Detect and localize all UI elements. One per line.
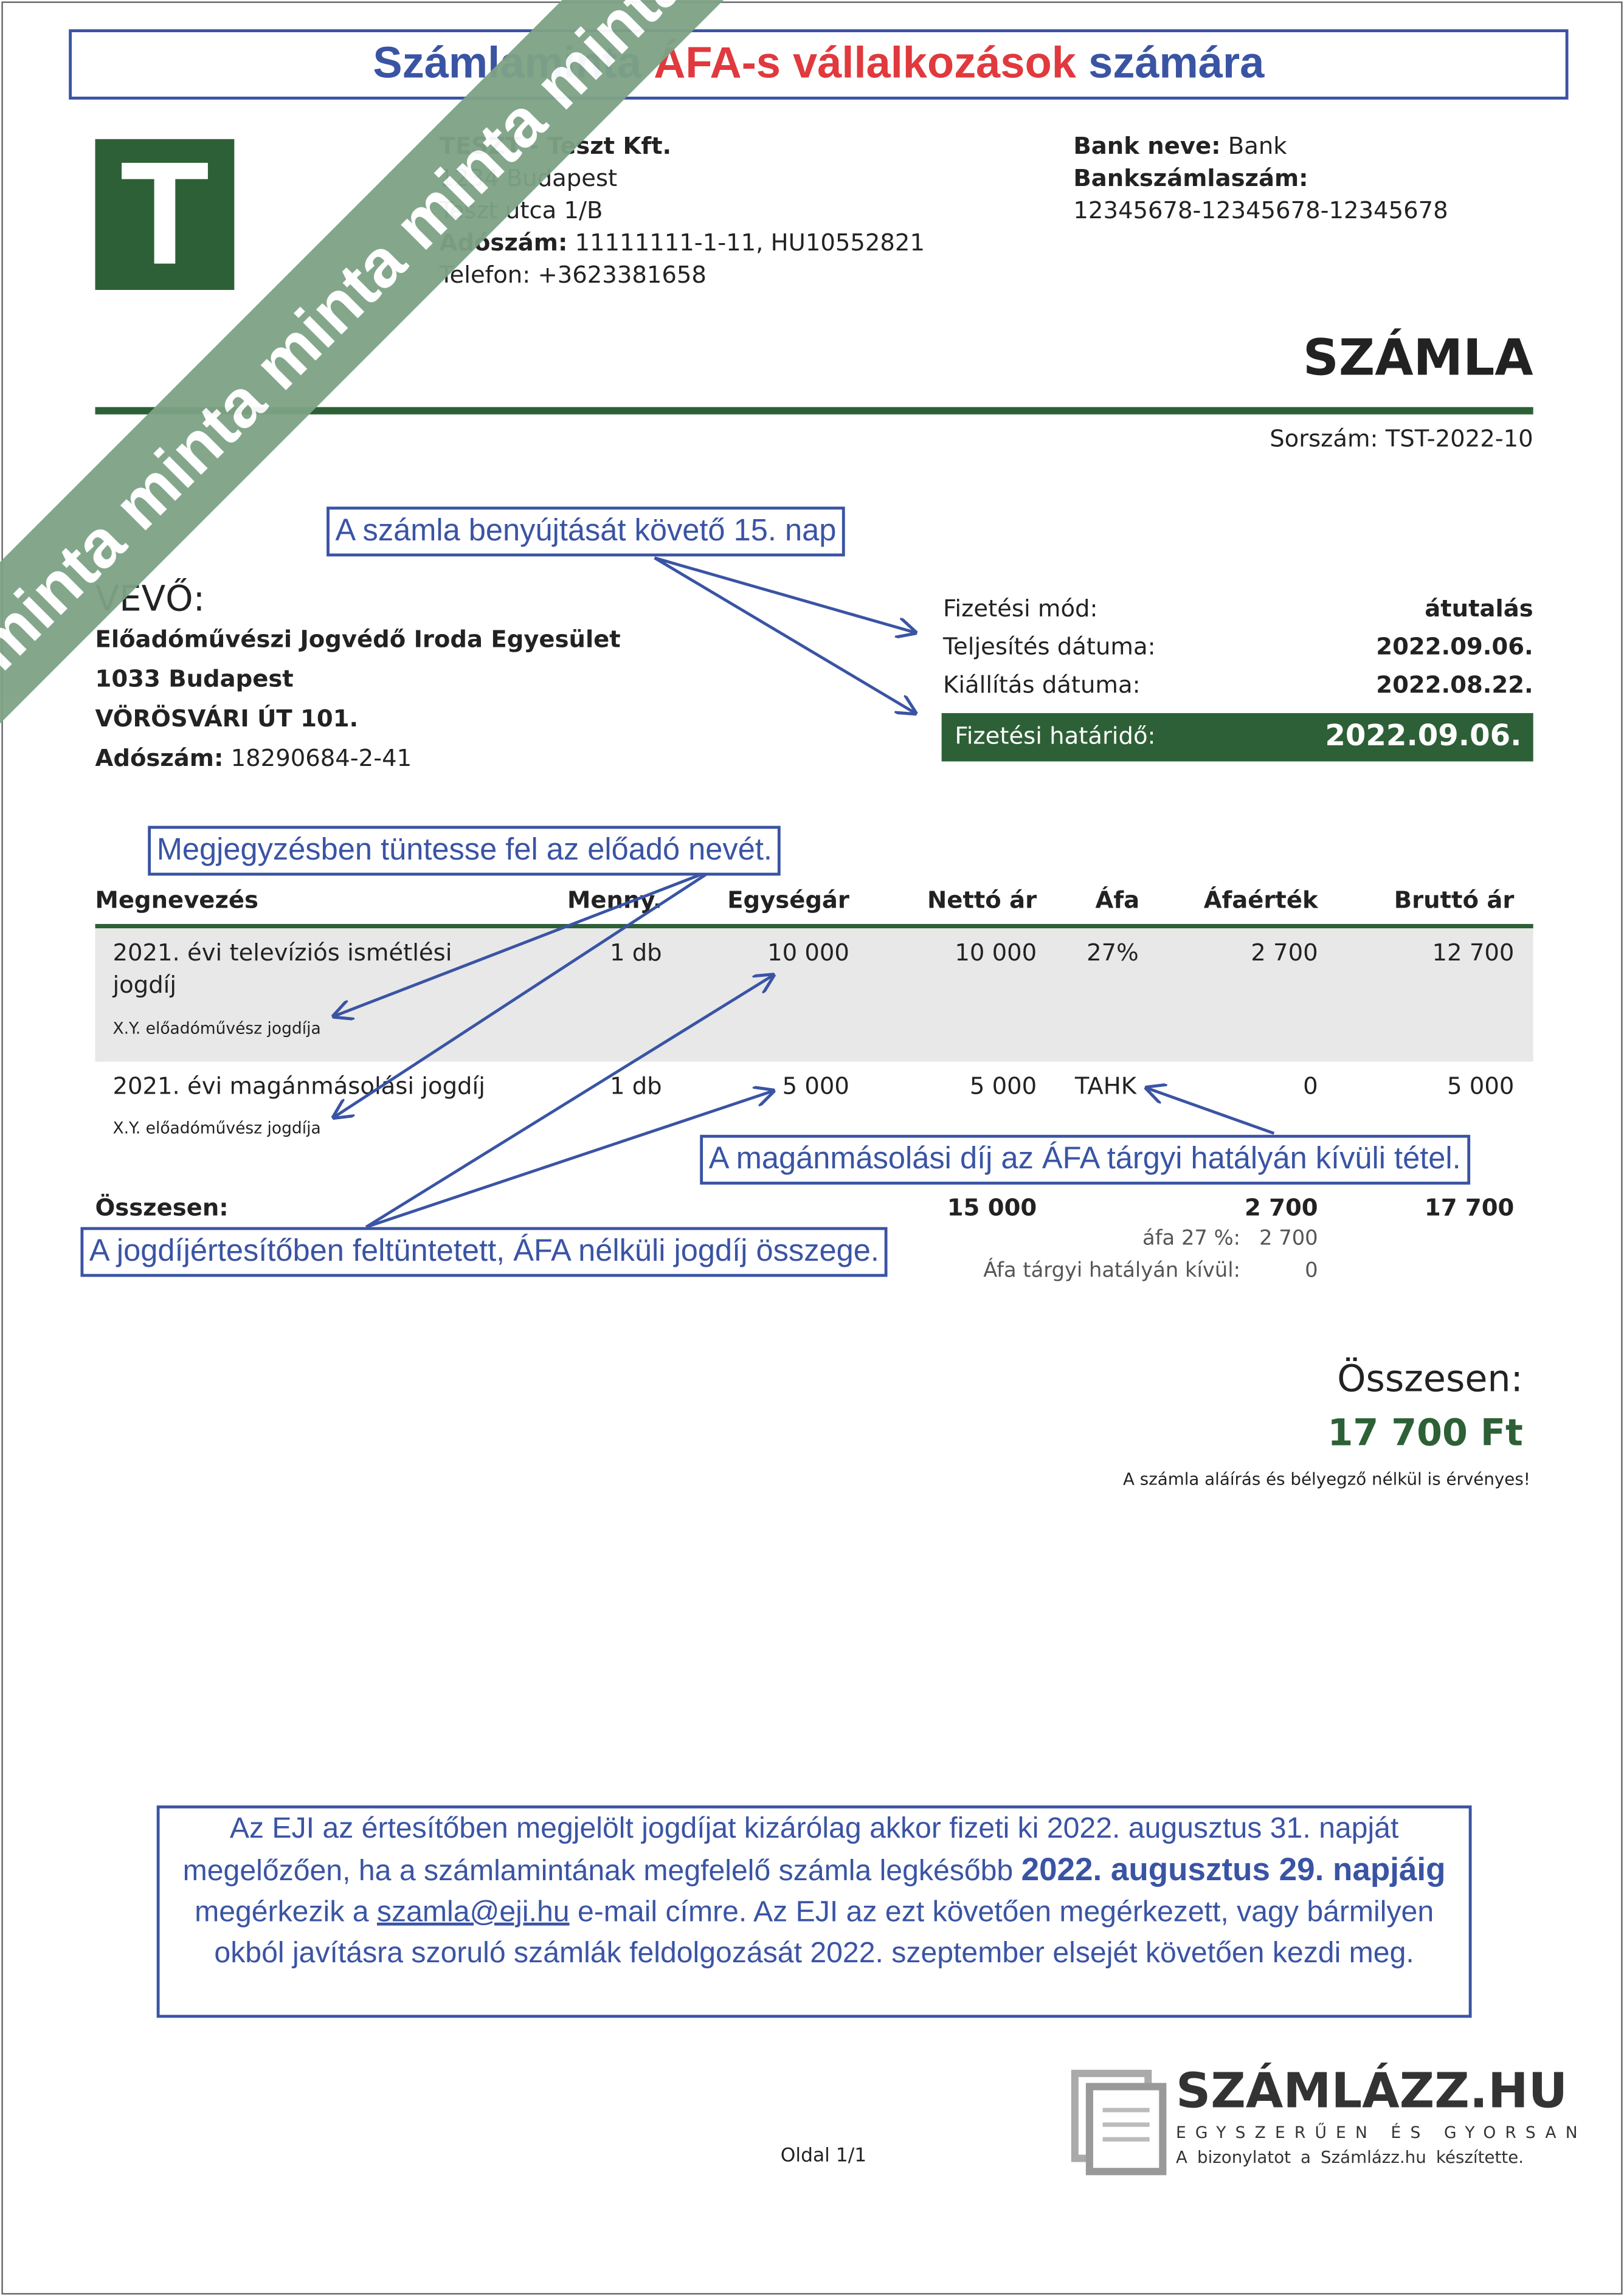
notice-email[interactable]: szamla@eji.hu bbox=[376, 1896, 570, 1929]
label: Adószám: bbox=[95, 743, 224, 772]
breakdown-label: Áfa tárgyi hatályán kívül: bbox=[983, 1259, 1240, 1283]
payment-label: Teljesítés dátuma: bbox=[943, 632, 1156, 661]
brand-credit: A bizonylatot a Számlázz.hu készítette. bbox=[1176, 2146, 1524, 2168]
table-rule bbox=[95, 923, 1533, 929]
grand-total-label: Összesen: bbox=[1337, 1357, 1523, 1400]
row-background bbox=[95, 928, 1533, 1062]
logo: T bbox=[95, 139, 235, 290]
grand-total-value: 17 700 Ft bbox=[1327, 1412, 1523, 1454]
buyer-name: Előadóművészi Jogvédő Iroda Egyesület bbox=[95, 625, 621, 653]
page-number: Oldal 1/1 bbox=[780, 2145, 867, 2168]
cell: 27% bbox=[1087, 939, 1139, 967]
bank-account: 12345678-12345678-12345678 bbox=[1073, 196, 1448, 224]
table-header: Áfa bbox=[1095, 886, 1140, 914]
cell: TAHK bbox=[1074, 1072, 1136, 1100]
label: Bank neve: bbox=[1073, 131, 1221, 160]
arrow bbox=[654, 556, 916, 633]
breakdown-value: 0 bbox=[1305, 1259, 1318, 1283]
table-header: Megnevezés bbox=[95, 886, 258, 914]
arrow bbox=[334, 868, 714, 1117]
item-name: 2021. évi magánmásolási jogdíj bbox=[112, 1072, 485, 1100]
cell: 10 000 bbox=[955, 939, 1037, 967]
notice-text: Az EJI az értesítőben megjelölt jogdíjat… bbox=[182, 1813, 1399, 1887]
annotation: Megjegyzésben tüntesse fel az előadó nev… bbox=[148, 826, 781, 876]
banner-highlight: ÁFA-s vállalkozások bbox=[654, 40, 1076, 88]
arrow bbox=[654, 556, 916, 713]
annotation: A jogdíjértesítőben feltüntetett, ÁFA né… bbox=[80, 1227, 888, 1277]
value: 18290684-2-41 bbox=[230, 743, 412, 772]
arrow bbox=[334, 868, 714, 1016]
due-label: Fizetési határidő: bbox=[955, 722, 1156, 750]
cell: 2 700 bbox=[1251, 939, 1318, 967]
payment-value: 2022.09.06. bbox=[1376, 632, 1533, 661]
totals-label: Összesen: bbox=[95, 1193, 229, 1221]
banner-text: számára bbox=[1088, 40, 1265, 88]
cell: 0 bbox=[1303, 1072, 1318, 1100]
cell: 5 000 bbox=[969, 1072, 1037, 1100]
brand-icon bbox=[1071, 2069, 1167, 2176]
doc-title: SZÁMLA bbox=[1302, 329, 1533, 388]
buyer-street: VÖRÖSVÁRI ÚT 101. bbox=[95, 704, 359, 733]
item-note: X.Y. előadóművész jogdíja bbox=[112, 1119, 321, 1138]
table-header: Egységár bbox=[727, 886, 849, 914]
bank-account-label: Bankszámlaszám: bbox=[1073, 164, 1308, 192]
notice: Az EJI az értesítőben megjelölt jogdíjat… bbox=[156, 1805, 1472, 2018]
cell: 5 000 bbox=[782, 1072, 849, 1100]
notice-deadline: 2022. augusztus 29. napjáig bbox=[1021, 1850, 1446, 1887]
buyer-tax: Adószám: 18290684-2-41 bbox=[95, 744, 412, 772]
due-value: 2022.09.06. bbox=[1325, 717, 1522, 753]
cell: 1 db bbox=[609, 1072, 662, 1100]
payment-value: átutalás bbox=[1425, 594, 1533, 622]
annotation: A számla benyújtását követő 15. nap bbox=[327, 506, 845, 557]
breakdown-value: 2 700 bbox=[1259, 1227, 1318, 1251]
brand-tagline: EGYSZERŰEN ÉS GYORSAN bbox=[1176, 2123, 1587, 2143]
payment-value: 2022.08.22. bbox=[1376, 671, 1533, 698]
brand: SZÁMLÁZZ.HU bbox=[1176, 2061, 1568, 2119]
cell: 10 000 bbox=[767, 939, 849, 967]
totals-gross: 17 700 bbox=[1424, 1193, 1515, 1221]
buyer-city: 1033 Budapest bbox=[95, 664, 294, 693]
totals-net: 15 000 bbox=[947, 1193, 1037, 1221]
divider bbox=[95, 407, 1533, 415]
arrow bbox=[365, 1091, 773, 1229]
payment-label: Kiállítás dátuma: bbox=[943, 671, 1141, 698]
serial: Sorszám: TST-2022-10 bbox=[1270, 424, 1533, 453]
icon-sheet bbox=[1085, 2083, 1167, 2176]
grand-total-note: A számla aláírás és bélyegző nélkül is é… bbox=[1123, 1469, 1530, 1489]
item-note: X.Y. előadóművész jogdíja bbox=[112, 1019, 321, 1038]
notice-text: e-mail címre. Az EJI az ezt követően meg… bbox=[214, 1896, 1434, 1970]
annotation: A magánmásolási díj az ÁFA tárgyi hatály… bbox=[700, 1134, 1470, 1185]
breakdown-label: áfa 27 %: bbox=[1142, 1227, 1240, 1251]
payment-label: Fizetési mód: bbox=[943, 594, 1098, 622]
arrow bbox=[365, 975, 773, 1229]
cell: 1 db bbox=[609, 939, 662, 967]
item-name: 2021. évi televíziós ismétlési bbox=[112, 939, 452, 967]
cell: 5 000 bbox=[1447, 1072, 1515, 1100]
seller-phone: Telefon: +3623381658 bbox=[439, 260, 707, 289]
bank-name: Bank neve: Bank bbox=[1073, 132, 1287, 160]
due-box bbox=[941, 713, 1533, 762]
table-header: Áfaérték bbox=[1203, 886, 1318, 914]
item-name: jogdíj bbox=[112, 971, 177, 999]
seller-tax: Adószám: 11111111-1-11, HU10552821 bbox=[440, 229, 925, 257]
table-header: Bruttó ár bbox=[1394, 886, 1515, 914]
value: Bank bbox=[1228, 131, 1287, 160]
value: 11111111-1-11, HU10552821 bbox=[575, 228, 925, 257]
totals-vat: 2 700 bbox=[1244, 1193, 1318, 1221]
notice-text: megérkezik a bbox=[195, 1896, 377, 1929]
table-header: Nettó ár bbox=[927, 886, 1037, 914]
cell: 12 700 bbox=[1432, 939, 1515, 967]
arrow bbox=[1147, 1088, 1275, 1135]
